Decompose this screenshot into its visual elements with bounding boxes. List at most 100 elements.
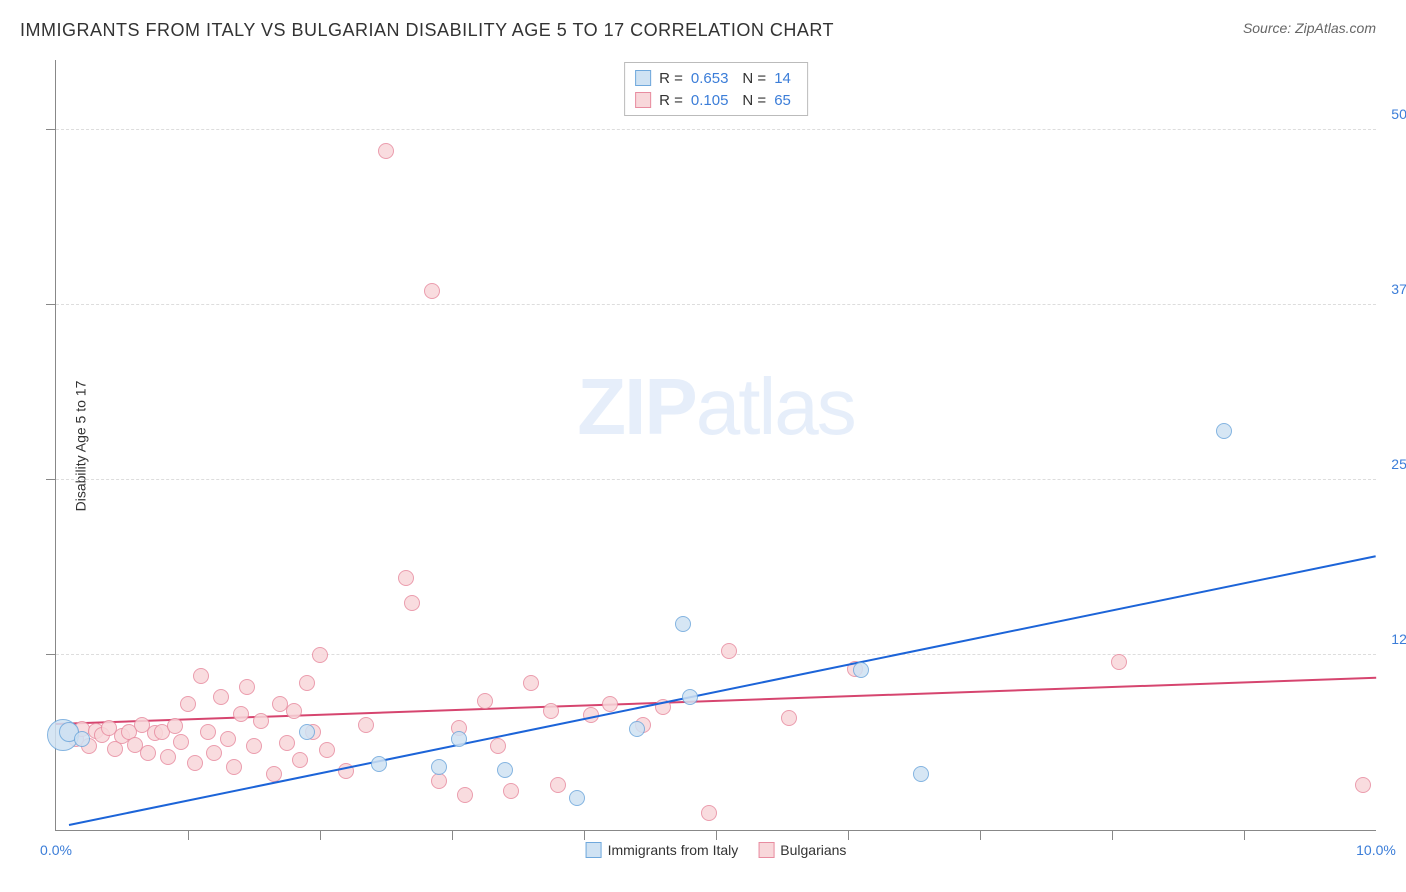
data-point xyxy=(371,756,387,772)
x-tick xyxy=(1244,830,1245,840)
n-value: 65 xyxy=(774,92,791,109)
data-point xyxy=(378,143,394,159)
legend-item: Immigrants from Italy xyxy=(586,842,739,858)
plot-area: ZIPatlas R =0.653N =14R =0.105N =65 Immi… xyxy=(55,60,1376,831)
data-point xyxy=(1216,423,1232,439)
data-point xyxy=(781,710,797,726)
gridline xyxy=(56,654,1376,655)
r-value: 0.653 xyxy=(691,70,729,87)
data-point xyxy=(550,777,566,793)
chart-container: IMMIGRANTS FROM ITALY VS BULGARIAN DISAB… xyxy=(0,0,1406,892)
data-point xyxy=(1111,654,1127,670)
data-point xyxy=(398,570,414,586)
chart-title: IMMIGRANTS FROM ITALY VS BULGARIAN DISAB… xyxy=(20,20,834,41)
data-point xyxy=(569,790,585,806)
data-point xyxy=(279,735,295,751)
stat-row: R = 0.653 N = 14 xyxy=(635,67,797,89)
data-point xyxy=(358,717,374,733)
data-point xyxy=(457,787,473,803)
data-point xyxy=(167,718,183,734)
legend-label: Bulgarians xyxy=(780,842,846,858)
data-point xyxy=(74,731,90,747)
x-tick-label: 10.0% xyxy=(1356,842,1396,858)
data-point xyxy=(253,713,269,729)
legend-item: Bulgarians xyxy=(758,842,846,858)
r-label: R = xyxy=(659,70,683,87)
data-point xyxy=(602,696,618,712)
r-label: R = xyxy=(659,92,683,109)
watermark: ZIPatlas xyxy=(577,361,854,453)
data-point xyxy=(213,689,229,705)
data-point xyxy=(721,643,737,659)
x-tick xyxy=(584,830,585,840)
data-point xyxy=(180,696,196,712)
data-point xyxy=(173,734,189,750)
data-point xyxy=(682,689,698,705)
data-point xyxy=(312,647,328,663)
gridline xyxy=(56,304,1376,305)
y-tick-label: 50.0% xyxy=(1381,106,1406,122)
data-point xyxy=(1355,777,1371,793)
x-tick-label: 0.0% xyxy=(40,842,72,858)
data-point xyxy=(246,738,262,754)
data-point xyxy=(299,724,315,740)
data-point xyxy=(233,706,249,722)
source-credit: Source: ZipAtlas.com xyxy=(1243,20,1376,36)
x-tick xyxy=(848,830,849,840)
stat-row: R = 0.105 N = 65 xyxy=(635,89,797,111)
data-point xyxy=(292,752,308,768)
trend-line xyxy=(69,555,1376,826)
data-point xyxy=(477,693,493,709)
n-value: 14 xyxy=(774,70,791,87)
data-point xyxy=(206,745,222,761)
data-point xyxy=(239,679,255,695)
y-tick xyxy=(46,654,56,655)
data-point xyxy=(853,662,869,678)
x-tick xyxy=(188,830,189,840)
legend-label: Immigrants from Italy xyxy=(608,842,739,858)
x-tick xyxy=(1112,830,1113,840)
legend-swatch xyxy=(758,842,774,858)
n-label: N = xyxy=(742,70,766,87)
y-tick-label: 12.5% xyxy=(1381,631,1406,647)
x-tick xyxy=(980,830,981,840)
data-point xyxy=(187,755,203,771)
series-swatch xyxy=(635,92,651,108)
r-value: 0.105 xyxy=(691,92,729,109)
y-tick xyxy=(46,304,56,305)
series-swatch xyxy=(635,70,651,86)
data-point xyxy=(299,675,315,691)
y-tick-label: 25.0% xyxy=(1381,456,1406,472)
data-point xyxy=(503,783,519,799)
n-label: N = xyxy=(742,92,766,109)
y-tick xyxy=(46,129,56,130)
x-tick xyxy=(320,830,321,840)
y-tick xyxy=(46,479,56,480)
y-tick-label: 37.5% xyxy=(1381,281,1406,297)
x-tick xyxy=(716,830,717,840)
data-point xyxy=(160,749,176,765)
data-point xyxy=(319,742,335,758)
data-point xyxy=(497,762,513,778)
data-point xyxy=(220,731,236,747)
data-point xyxy=(913,766,929,782)
data-point xyxy=(629,721,645,737)
data-point xyxy=(431,773,447,789)
x-tick xyxy=(452,830,453,840)
data-point xyxy=(404,595,420,611)
correlation-stats-box: R = 0.653 N = 14 R = 0.105 N = 65 xyxy=(624,62,808,116)
data-point xyxy=(193,668,209,684)
data-point xyxy=(424,283,440,299)
data-point xyxy=(286,703,302,719)
data-point xyxy=(140,745,156,761)
legend-swatch xyxy=(586,842,602,858)
data-point xyxy=(451,731,467,747)
gridline xyxy=(56,479,1376,480)
data-point xyxy=(675,616,691,632)
data-point xyxy=(543,703,559,719)
gridline xyxy=(56,129,1376,130)
data-point xyxy=(701,805,717,821)
data-point xyxy=(523,675,539,691)
data-point xyxy=(431,759,447,775)
data-point xyxy=(490,738,506,754)
